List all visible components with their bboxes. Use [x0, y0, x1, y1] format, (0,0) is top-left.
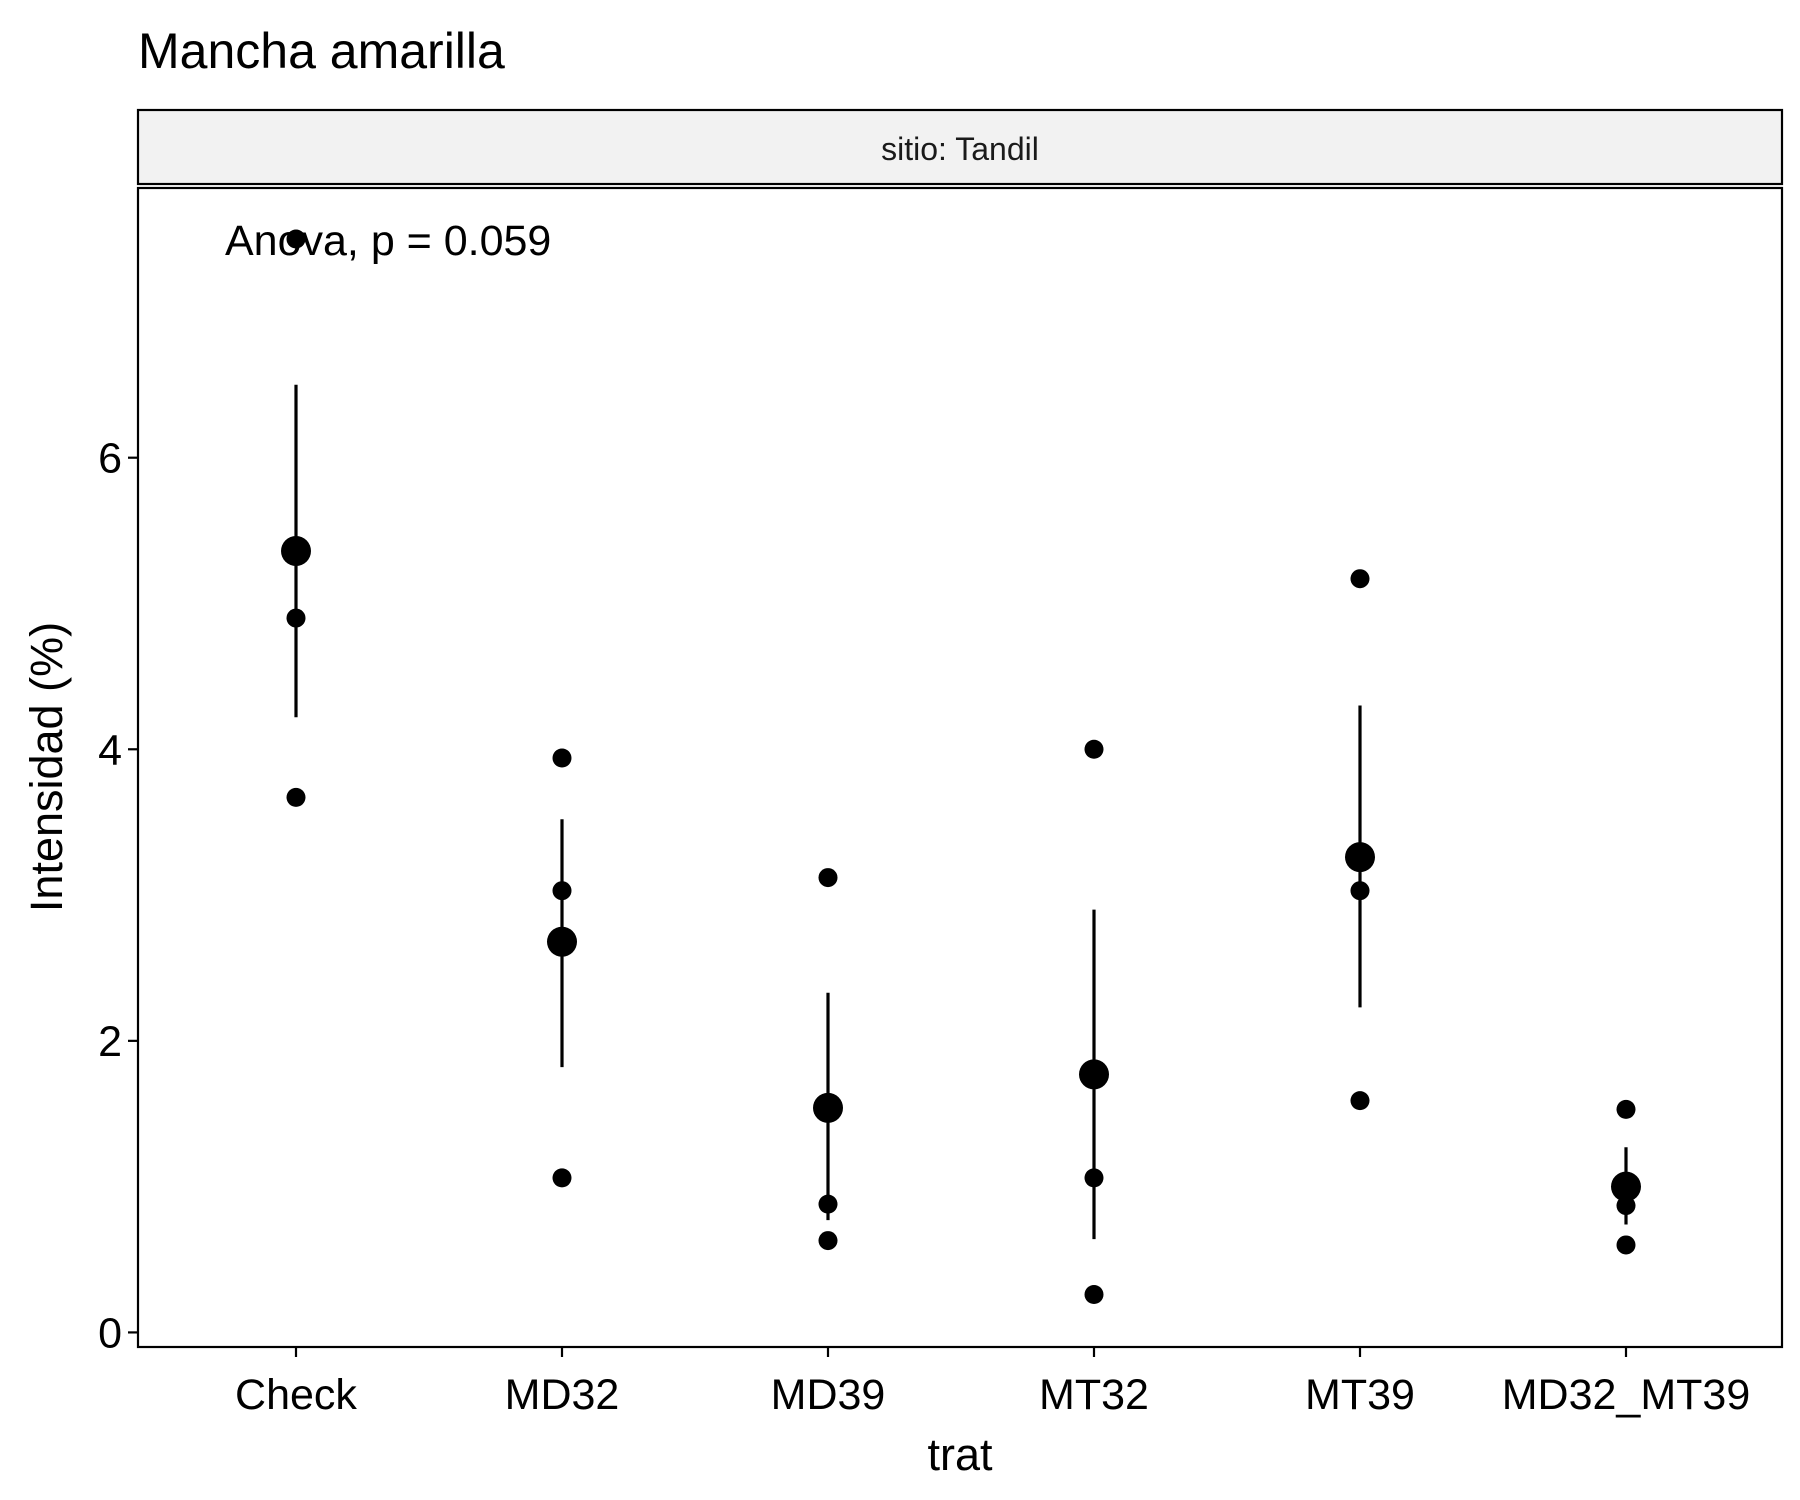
data-point — [552, 1168, 572, 1188]
mean-point — [813, 1092, 843, 1123]
data-point — [1084, 739, 1104, 759]
x-tick-label: MD32_MT39 — [1502, 1371, 1751, 1419]
plot-panel — [136, 186, 1784, 1349]
data-point — [286, 229, 306, 249]
y-axis-title: Intensidad (%) — [21, 622, 72, 912]
data-point — [286, 608, 306, 628]
facet-label: sitio: Tandil — [881, 131, 1039, 167]
y-tick-label: 2 — [98, 1018, 122, 1066]
y-tick-label: 6 — [98, 435, 122, 483]
chart-title: Mancha amarilla — [138, 23, 505, 79]
data-point — [552, 748, 572, 768]
y-axis: 0 2 4 6 — [98, 435, 138, 1357]
mean-point — [547, 926, 577, 957]
data-point — [1350, 569, 1370, 589]
x-tick-label: MD32 — [505, 1371, 620, 1419]
anova-annotation: Anova, p = 0.059 — [225, 217, 551, 265]
x-tick-label: Check — [235, 1371, 357, 1419]
data-point — [818, 868, 838, 888]
x-axis-title: trat — [927, 1429, 993, 1480]
data-point — [1616, 1099, 1636, 1119]
data-point — [1084, 1168, 1104, 1188]
data-point — [818, 1231, 838, 1251]
mean-point — [1345, 842, 1375, 873]
mean-point — [1079, 1059, 1109, 1090]
x-tick-label: MT32 — [1039, 1371, 1149, 1419]
y-tick-label: 4 — [98, 726, 122, 774]
x-tick-label: MT39 — [1305, 1371, 1415, 1419]
x-axis: Check MD32 MD39 MT32 MT39 MD32_MT39 — [235, 1347, 1750, 1419]
data-point — [1350, 881, 1370, 901]
data-point — [286, 787, 306, 807]
data-point — [818, 1194, 838, 1214]
data-point — [1084, 1285, 1104, 1305]
data-point — [552, 881, 572, 901]
data-marks — [281, 229, 1641, 1305]
data-point — [1350, 1091, 1370, 1111]
mean-point — [281, 536, 311, 567]
mean-point — [1611, 1171, 1641, 1202]
facet-strip — [136, 108, 1784, 186]
data-point — [1616, 1235, 1636, 1255]
y-tick-label: 0 — [98, 1309, 122, 1357]
x-tick-label: MD39 — [771, 1371, 886, 1419]
